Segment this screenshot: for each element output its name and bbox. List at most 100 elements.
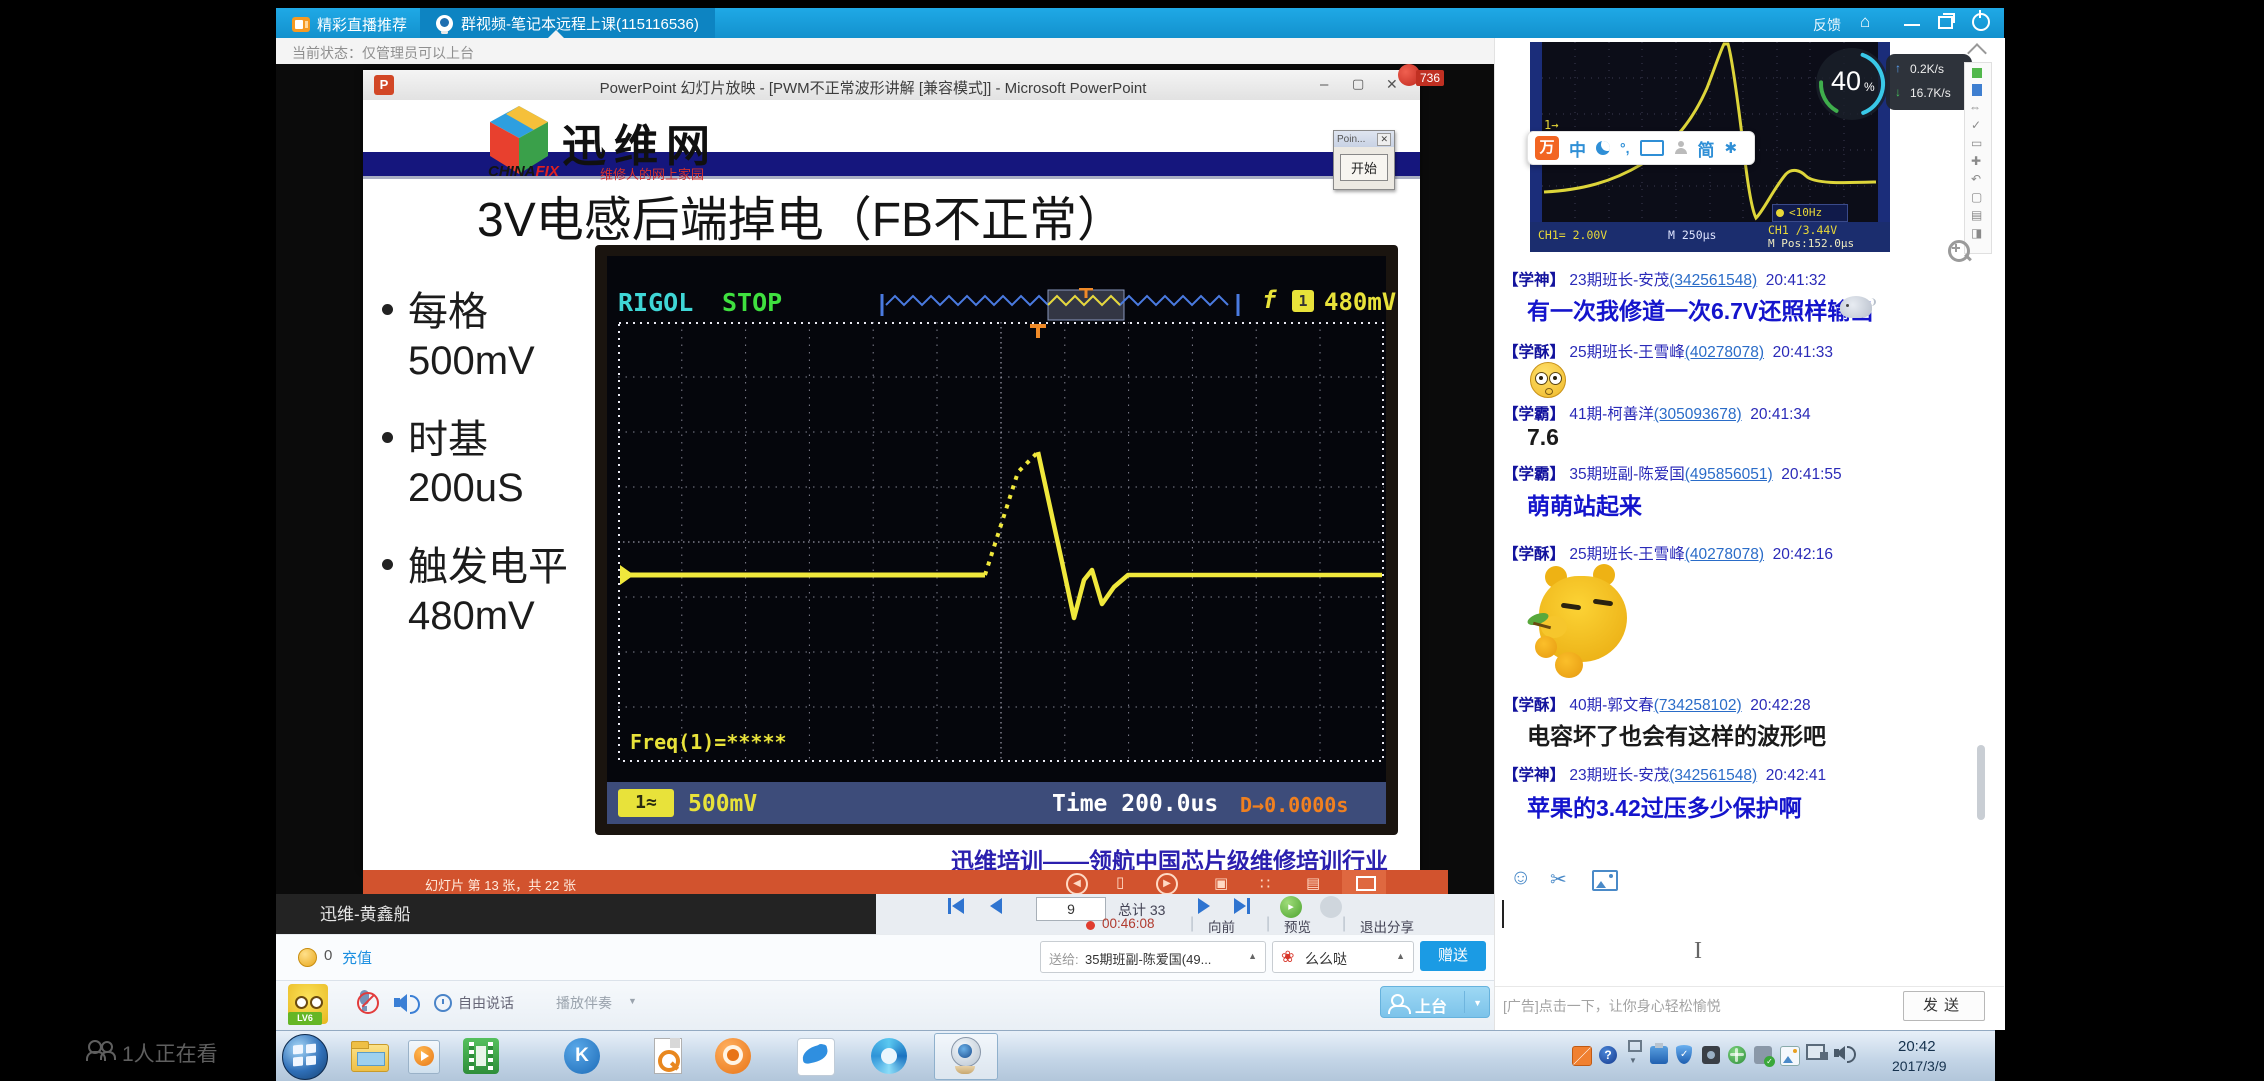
thunder-icon[interactable]	[795, 1036, 835, 1076]
sogou-browser-icon[interactable]	[869, 1036, 909, 1076]
power-button[interactable]	[1972, 13, 1990, 31]
send-button[interactable]: 发送	[1903, 991, 1985, 1021]
sender-qq[interactable]: (40278078)	[1684, 344, 1765, 361]
emoticon-icon[interactable]: ☺	[1510, 866, 1532, 889]
share-prev-icon[interactable]: ◀	[1066, 873, 1088, 895]
tray-shield-icon[interactable]: ✓	[1676, 1045, 1692, 1064]
stage-button[interactable]: 上台 ▼	[1380, 986, 1490, 1018]
kmplayer-icon[interactable]: K	[562, 1036, 602, 1076]
foxit-reader-icon[interactable]	[648, 1036, 688, 1076]
sender-qq[interactable]: (40278078)	[1684, 546, 1765, 563]
ime-logo[interactable]: 万	[1535, 136, 1559, 160]
tray-camera-icon[interactable]	[1702, 1046, 1720, 1064]
accompaniment-label[interactable]: 播放伴奏	[556, 995, 612, 1011]
exit-share-button[interactable]: 退出分享	[1360, 920, 1414, 935]
refresh-button[interactable]: ▸	[1280, 896, 1302, 918]
webcam-app-icon[interactable]	[945, 1036, 985, 1076]
ppt-maximize-icon[interactable]: ▢	[1352, 76, 1365, 91]
preview-button[interactable]: 预览	[1284, 920, 1311, 935]
chevron-down-icon[interactable]: ▼	[1473, 998, 1482, 1008]
restore-button[interactable]	[1938, 16, 1953, 29]
share-next-icon[interactable]: ▶	[1156, 873, 1178, 895]
tool-image-icon[interactable]: ◨	[1971, 226, 1983, 240]
ime-toolbar[interactable]: 万 中 °, 简 ✱	[1527, 131, 1755, 165]
ad-text[interactable]: [广告]点击一下，让你身心轻松愉悦	[1503, 998, 1721, 1014]
keyboard-icon[interactable]	[1639, 140, 1664, 156]
gear-icon[interactable]: ✱	[1724, 140, 1738, 157]
tool-resize-icon[interactable]: ⇔	[1969, 100, 1981, 114]
tray-expand-icon[interactable]: ▼	[1629, 1056, 1637, 1065]
ppt-minimize-icon[interactable]: –	[1320, 76, 1329, 93]
video-player-icon[interactable]	[461, 1036, 501, 1076]
tray-window-icon[interactable]	[1628, 1040, 1642, 1052]
tool-check-icon[interactable]: ✓	[1971, 118, 1982, 132]
tool-print-icon[interactable]: ▤	[1971, 208, 1983, 222]
tool-green-icon[interactable]	[1972, 68, 1982, 78]
tab-live-recommend[interactable]: 精彩直播推荐	[292, 12, 407, 36]
tray-help-icon[interactable]: ?	[1599, 1046, 1617, 1064]
tool-move-icon[interactable]: ✚	[1971, 154, 1982, 168]
share-page-icon[interactable]: ▯	[1116, 874, 1125, 891]
chat-scrollbar[interactable]	[1977, 745, 1985, 820]
tool-blue-icon[interactable]	[1972, 84, 1982, 96]
sender-qq[interactable]: (305093678)	[1653, 406, 1742, 423]
sender-qq[interactable]: (342561548)	[1669, 767, 1758, 784]
speaker-icon[interactable]	[394, 992, 420, 1014]
screenshot-icon[interactable]: ✂	[1550, 869, 1567, 891]
feedback-link[interactable]: 反馈	[1813, 17, 1841, 33]
tray-usb-icon[interactable]	[1650, 1043, 1668, 1064]
ime-lang-toggle[interactable]: 中	[1569, 140, 1586, 160]
send-to-dropdown[interactable]: 送给: 35期班副-陈爱国(49... ▲	[1040, 941, 1266, 973]
media-player-icon[interactable]	[404, 1036, 444, 1076]
free-talk-label[interactable]: 自由说话	[458, 995, 514, 1011]
flower-gift-icon[interactable]	[1398, 64, 1420, 86]
browser-lion-icon[interactable]	[713, 1036, 753, 1076]
recharge-link[interactable]: 充值	[342, 950, 373, 967]
share-book-icon[interactable]: ▤	[1306, 875, 1321, 892]
sender-qq[interactable]: (734258102)	[1653, 697, 1742, 714]
taskbar-clock-time[interactable]: 20:42	[1898, 1038, 1936, 1055]
zoom-in-icon[interactable]	[1948, 240, 1972, 262]
sender-qq[interactable]: (342561548)	[1669, 272, 1758, 289]
pointofix-close-icon[interactable]: ✕	[1377, 132, 1391, 146]
ime-simplified[interactable]: 简	[1697, 140, 1715, 160]
pointofix-window[interactable]: Poin... ✕ 开始	[1333, 130, 1395, 190]
tray-suspend-icon[interactable]	[1572, 1046, 1592, 1066]
chevron-down-icon[interactable]: ▼	[628, 996, 637, 1006]
forward-button[interactable]: 向前	[1208, 920, 1235, 935]
tab-group-video[interactable]: 群视频-笔记本远程上课(115116536)	[420, 8, 715, 38]
start-button[interactable]	[282, 1034, 328, 1080]
nav-prev-button[interactable]	[990, 898, 1002, 919]
moon-icon[interactable]	[1596, 141, 1610, 155]
nav-next-button[interactable]	[1198, 898, 1210, 919]
share-grid-icon[interactable]: ∷	[1260, 876, 1271, 893]
share-window-icon[interactable]: ▣	[1214, 875, 1229, 892]
sender-qq[interactable]: (495856051)	[1684, 466, 1773, 483]
tray-volume-icon[interactable]	[1834, 1044, 1856, 1063]
skin-icon[interactable]: ⌂	[1860, 12, 1871, 31]
tool-doc-icon[interactable]: ▢	[1971, 190, 1983, 204]
mic-muted-icon[interactable]	[352, 988, 379, 1018]
ppt-titlebar[interactable]	[363, 70, 1420, 101]
taskbar-clock-date[interactable]: 2017/3/9	[1892, 1058, 1947, 1074]
pointofix-start-button[interactable]: 开始	[1340, 154, 1388, 181]
tray-globe-icon[interactable]	[1728, 1046, 1746, 1064]
nav-last-button[interactable]	[1234, 898, 1250, 919]
nav-first-button[interactable]	[948, 898, 964, 919]
image-icon[interactable]	[1592, 870, 1618, 891]
tool-select-icon[interactable]: ▭	[1971, 136, 1983, 150]
tray-usb-ok-icon[interactable]: ✓	[1754, 1046, 1775, 1067]
punctuation-icon[interactable]: °,	[1620, 140, 1630, 156]
chat-input[interactable]	[1496, 892, 2002, 984]
gift-dropdown[interactable]: ❀ 么么哒 ▲	[1272, 941, 1414, 973]
page-input[interactable]	[1036, 897, 1106, 921]
ppt-close-icon[interactable]: ✕	[1386, 76, 1398, 92]
tray-photo-icon[interactable]	[1780, 1046, 1800, 1066]
explorer-icon[interactable]	[349, 1036, 389, 1076]
secondary-circle-button[interactable]	[1320, 896, 1342, 918]
minimize-button[interactable]	[1904, 24, 1920, 26]
person-icon[interactable]	[1674, 141, 1688, 155]
share-monitor-box[interactable]	[1342, 870, 1386, 896]
tool-undo-icon[interactable]: ↶	[1971, 172, 1982, 186]
send-gift-button[interactable]: 赠送	[1420, 941, 1486, 971]
